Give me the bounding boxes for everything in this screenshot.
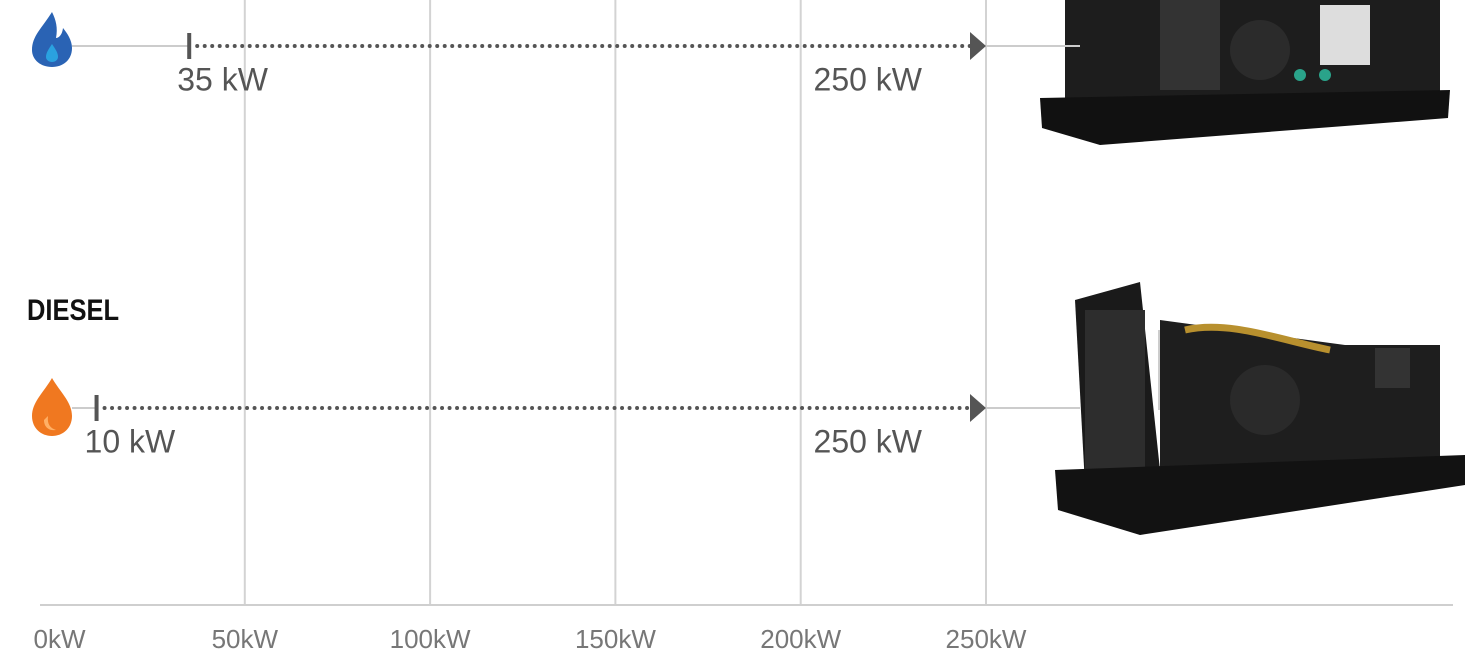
range-end [970, 394, 986, 422]
gas-generator-image [1040, 0, 1450, 145]
x-tick-label: 250kW [946, 624, 1027, 654]
x-tick-label: 150kW [575, 624, 656, 654]
series-name: DIESEL [27, 293, 119, 326]
diesel-icon-inner [44, 416, 56, 431]
value-label: 250 kW [814, 61, 923, 97]
value-label: 10 kW [85, 423, 176, 459]
x-tick-label: 50kW [212, 624, 279, 654]
x-tick-label: 200kW [760, 624, 841, 654]
value-label: 250 kW [814, 423, 923, 459]
x-tick-label: 0kW [34, 624, 86, 654]
x-tick-label: 100kW [390, 624, 471, 654]
diesel-icon [32, 378, 72, 436]
range-end [970, 32, 986, 60]
diesel-generator-image [1055, 282, 1465, 535]
gas-icon-inner [46, 44, 58, 62]
value-label: 35 kW [177, 61, 268, 97]
grid [243, 0, 987, 605]
gas-icon [32, 12, 72, 67]
